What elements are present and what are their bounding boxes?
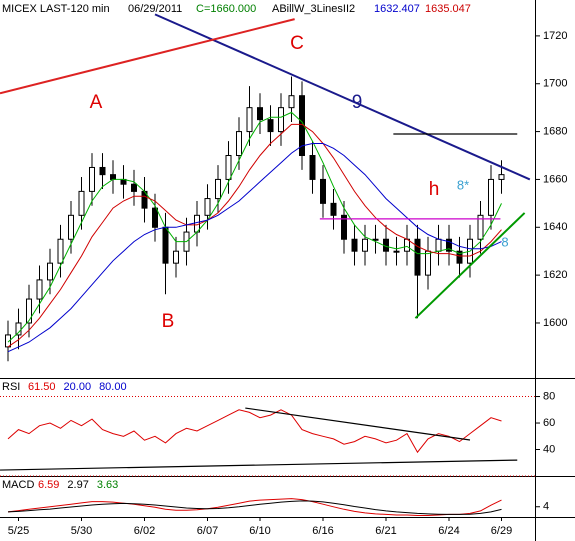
candle-body — [99, 166, 106, 176]
annotation: C — [290, 33, 304, 54]
y-tick-label: 40 — [543, 443, 555, 455]
x-tick-label: 6/24 — [438, 525, 459, 537]
candle-body — [162, 226, 169, 264]
trendline — [154, 13, 531, 181]
candle-body — [341, 214, 347, 240]
panel-readout: 2.97 — [67, 479, 88, 491]
candle-body — [89, 166, 95, 192]
candle-body — [204, 198, 211, 216]
annotation: A — [90, 92, 103, 113]
chart-title: MICEX LAST-120 min — [2, 3, 110, 15]
panel-readout: 61.50 — [28, 381, 56, 393]
candle-body — [131, 183, 137, 192]
x-tick-label: 6/29 — [491, 525, 512, 537]
trendline — [414, 212, 526, 319]
panel-readout: 20.00 — [64, 381, 92, 393]
candle-body — [26, 298, 32, 324]
y-tick-label: 1700 — [543, 78, 567, 90]
macd-line — [7, 500, 502, 515]
annotation: 8 — [501, 234, 508, 249]
trendline — [0, 459, 518, 471]
x-tick-label: 6/21 — [375, 525, 396, 537]
candle-body — [456, 250, 463, 264]
trendline — [0, 18, 295, 95]
x-tick-label: 5/25 — [8, 525, 29, 537]
candle-body — [173, 250, 179, 264]
x-tick-label: 6/16 — [312, 525, 333, 537]
candle-body — [57, 238, 64, 264]
macd-line — [7, 498, 502, 516]
header-readout: 1635.047 — [425, 3, 471, 15]
candle-body — [47, 262, 53, 281]
panel-readout: 3.63 — [97, 479, 118, 491]
candle-body — [362, 238, 368, 252]
moving-average — [7, 143, 502, 353]
candle-body — [246, 107, 253, 133]
annotation: B — [162, 311, 175, 332]
candle-body — [215, 178, 221, 200]
y-tick-label: 1640 — [543, 221, 567, 233]
trendline — [245, 407, 471, 441]
candle-body — [393, 250, 400, 253]
candle-body — [278, 107, 284, 133]
y-tick-label: 1680 — [543, 125, 567, 137]
y-tick-label: 60 — [543, 417, 555, 429]
x-tick-label: 6/07 — [197, 525, 218, 537]
header-readout: ABillW_3LinesII2 — [272, 3, 355, 15]
candle-body — [257, 107, 263, 121]
candle-body — [351, 238, 358, 252]
annotation: 9 — [352, 92, 363, 113]
candle-body — [267, 119, 274, 133]
panel-title: RSI — [2, 381, 20, 393]
x-tick-label: 6/10 — [249, 525, 270, 537]
candle-body — [288, 95, 295, 109]
candle-body — [372, 238, 379, 241]
x-tick-label: 5/30 — [71, 525, 92, 537]
candle-body — [225, 155, 232, 180]
header-readout: 06/29/2011 — [128, 3, 182, 15]
candle-body — [435, 238, 442, 252]
candle-body — [488, 178, 494, 216]
candle-body — [425, 250, 431, 276]
rsi-line — [7, 409, 502, 454]
y-tick-label: 1660 — [543, 173, 567, 185]
header-readout: 1632.407 — [374, 3, 420, 15]
candle-body — [36, 279, 43, 300]
candle-body — [236, 131, 242, 157]
panel-readout: 80.00 — [99, 381, 127, 393]
candle-body — [152, 207, 158, 228]
header-readout: C=1660.000 — [196, 3, 256, 15]
moving-average — [7, 111, 502, 343]
annotation: 8* — [457, 177, 469, 192]
panel-title: MACD — [2, 479, 34, 491]
y-tick-label: 4 — [543, 501, 549, 513]
moving-average — [7, 123, 502, 348]
candle-body — [477, 214, 484, 240]
candle-body — [446, 238, 452, 252]
candle-body — [414, 238, 421, 276]
y-tick-label: 1620 — [543, 269, 567, 281]
y-tick-label: 1720 — [543, 30, 567, 42]
candle-body — [330, 202, 337, 216]
y-tick-label: 1600 — [543, 317, 567, 329]
candle-body — [309, 155, 316, 180]
candle-body — [320, 178, 326, 204]
candle-body — [110, 174, 116, 180]
y-tick-label: 80 — [543, 390, 555, 402]
candle-body — [68, 214, 74, 240]
candle-body — [404, 238, 410, 252]
candle-body — [498, 174, 505, 180]
x-tick-label: 6/02 — [134, 525, 155, 537]
panel-readout: 6.59 — [38, 479, 59, 491]
candle-body — [78, 190, 85, 216]
annotation: h — [429, 179, 440, 200]
